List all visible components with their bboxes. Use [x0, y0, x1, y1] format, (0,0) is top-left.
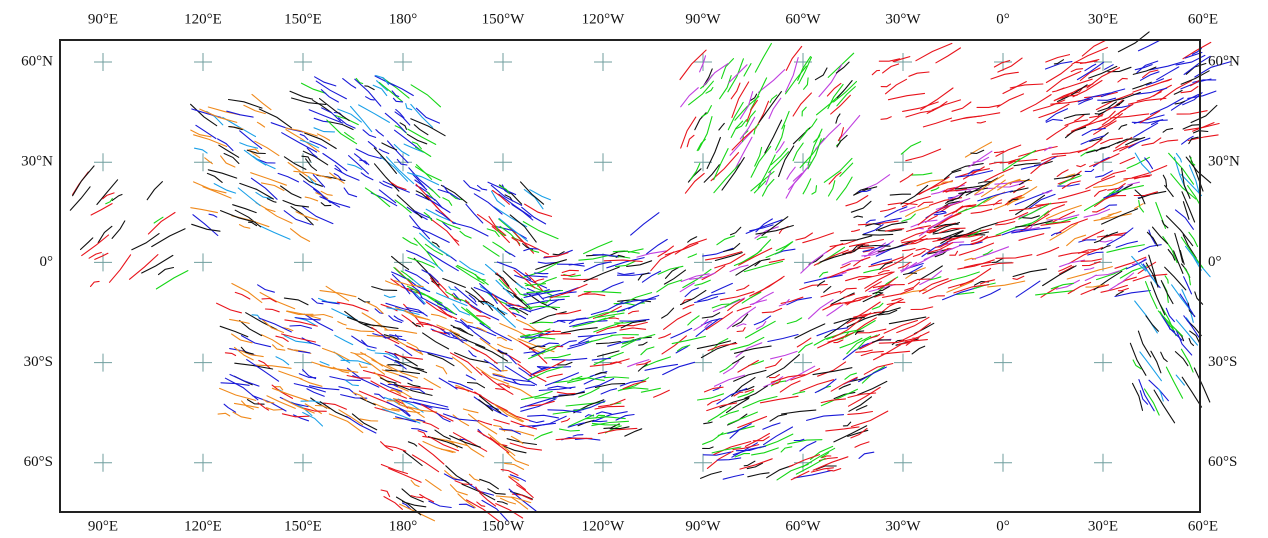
top-longitude-label: 60°W — [785, 11, 821, 27]
top-longitude-label: 0° — [996, 11, 1010, 27]
top-longitude-label: 120°E — [184, 11, 222, 27]
top-longitude-label: 150°W — [482, 11, 525, 27]
bottom-longitude-label: 150°W — [482, 518, 525, 534]
map: 90°E 90°E 120°E 120°E 150°E 150°E 180° 180° 150°… — [0, 0, 1268, 538]
top-longitude-label: 30°W — [885, 11, 921, 27]
background — [0, 0, 1268, 538]
right-latitude-label: 60°S — [1208, 454, 1237, 470]
bottom-longitude-label: 120°W — [582, 518, 625, 534]
bottom-longitude-label: 150°E — [284, 518, 322, 534]
top-longitude-label: 60°E — [1188, 11, 1218, 27]
top-longitude-label: 90°W — [685, 11, 721, 27]
left-latitude-label: 30°S — [24, 354, 53, 370]
top-longitude-label: 150°E — [284, 11, 322, 27]
right-latitude-label: 30°S — [1208, 354, 1237, 370]
bottom-longitude-label: 30°E — [1088, 518, 1118, 534]
fault-line — [592, 421, 607, 422]
top-longitude-label: 120°W — [582, 11, 625, 27]
left-latitude-label: 30°N — [21, 154, 53, 170]
left-latitude-label: 60°N — [21, 53, 53, 69]
right-latitude-label: 0° — [1208, 254, 1222, 270]
left-latitude-label: 0° — [40, 254, 54, 270]
top-longitude-label: 30°E — [1088, 11, 1118, 27]
bottom-longitude-label: 0° — [996, 518, 1010, 534]
top-longitude-label: 180° — [389, 11, 418, 27]
bottom-longitude-label: 60°E — [1188, 518, 1218, 534]
left-latitude-label: 60°S — [24, 454, 53, 470]
top-longitude-label: 90°E — [88, 11, 118, 27]
bottom-longitude-label: 90°W — [685, 518, 721, 534]
bottom-longitude-label: 120°E — [184, 518, 222, 534]
bottom-longitude-label: 30°W — [885, 518, 921, 534]
right-latitude-label: 30°N — [1208, 154, 1240, 170]
bottom-longitude-label: 60°W — [785, 518, 821, 534]
bottom-longitude-label: 90°E — [88, 518, 118, 534]
bottom-longitude-label: 180° — [389, 518, 418, 534]
right-latitude-label: 60°N — [1208, 53, 1240, 69]
